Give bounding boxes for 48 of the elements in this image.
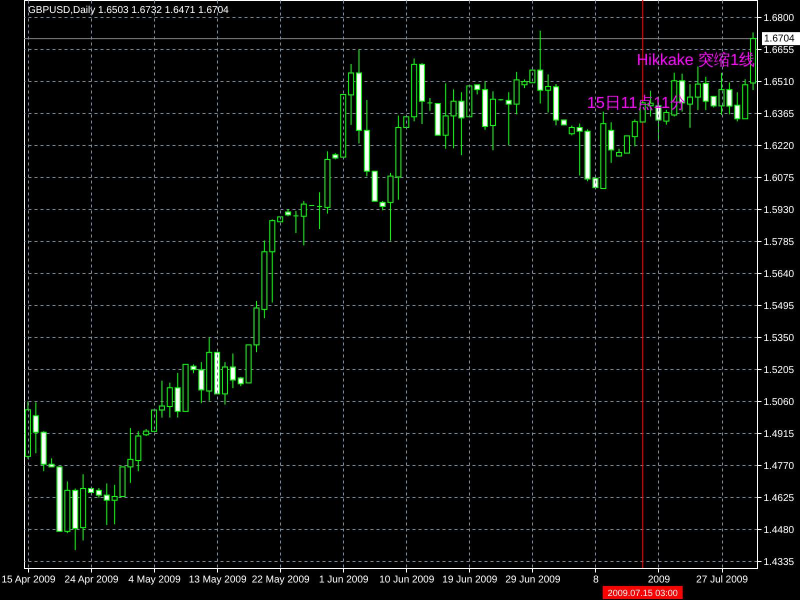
text: GBPUSD,Daily 1.6503 1.6732 1.6471 1.6704 [28, 5, 230, 16]
y-tick-label: 1.6365 [764, 108, 795, 120]
x-tick-label: 13 May 2009 [188, 574, 247, 586]
candlestick [316, 192, 323, 230]
y-tick-label: 1.5060 [764, 396, 795, 408]
candlestick [726, 82, 732, 115]
y-tick-label: 1.5205 [764, 364, 795, 376]
y-tick-label: 1.6655 [764, 44, 795, 56]
candlestick [127, 428, 134, 484]
candlestick [506, 92, 512, 146]
candlestick [300, 200, 307, 246]
y-tick-label: 1.5495 [764, 300, 795, 312]
x-tick-label: 1 Jun 2009 [318, 574, 369, 586]
y-tick-label: 1.6220 [764, 140, 795, 152]
y-tick-label: 1.4915 [764, 428, 795, 440]
y-tick-label: 1.6800 [764, 12, 795, 24]
candlestick [458, 92, 464, 156]
candlestick [624, 135, 630, 154]
x-tick-label: 29 Jun 2009 [505, 574, 561, 586]
candlestick [686, 84, 694, 128]
candlestick [292, 210, 299, 234]
y-tick-label: 1.4770 [764, 460, 795, 472]
x-tick-label: 15 Apr 2009 [1, 574, 56, 586]
y-tick-label: 1.5350 [764, 332, 795, 344]
x-tick-label: 4 May 2009 [128, 574, 182, 586]
y-tick-label: 1.5930 [764, 204, 795, 216]
x-tick-label: 2009 [648, 574, 671, 586]
x-tick-label: 10 Jun 2009 [379, 574, 435, 586]
y-tick-label: 1.5785 [764, 236, 795, 248]
candlestick [158, 380, 165, 418]
x-tick-label: 24 Apr 2009 [64, 574, 119, 586]
y-tick-label: 1.6075 [764, 172, 795, 184]
candlestick [718, 72, 725, 116]
x-tick-label: 2009.07.15 03:00 [608, 588, 678, 598]
y-tick-label: 1.4480 [764, 524, 795, 536]
x-tick-label: 19 Jun 2009 [442, 574, 498, 586]
candlestick [348, 63, 354, 126]
candlestick [380, 200, 386, 211]
y-tick-label: 1.6510 [764, 76, 795, 88]
x-tick-label: 8 [593, 574, 600, 586]
ref-line-label: 1.6704 [764, 34, 796, 45]
y-tick-label: 1.4335 [764, 556, 795, 568]
x-tick-label: 22 May 2009 [252, 574, 310, 586]
candlestick [426, 97, 433, 112]
x-tick-label: 27 Jul 2009 [696, 574, 748, 586]
y-tick-label: 1.4625 [764, 492, 795, 504]
y-tick-label: 1.5640 [764, 268, 795, 280]
candlestick [450, 88, 457, 149]
